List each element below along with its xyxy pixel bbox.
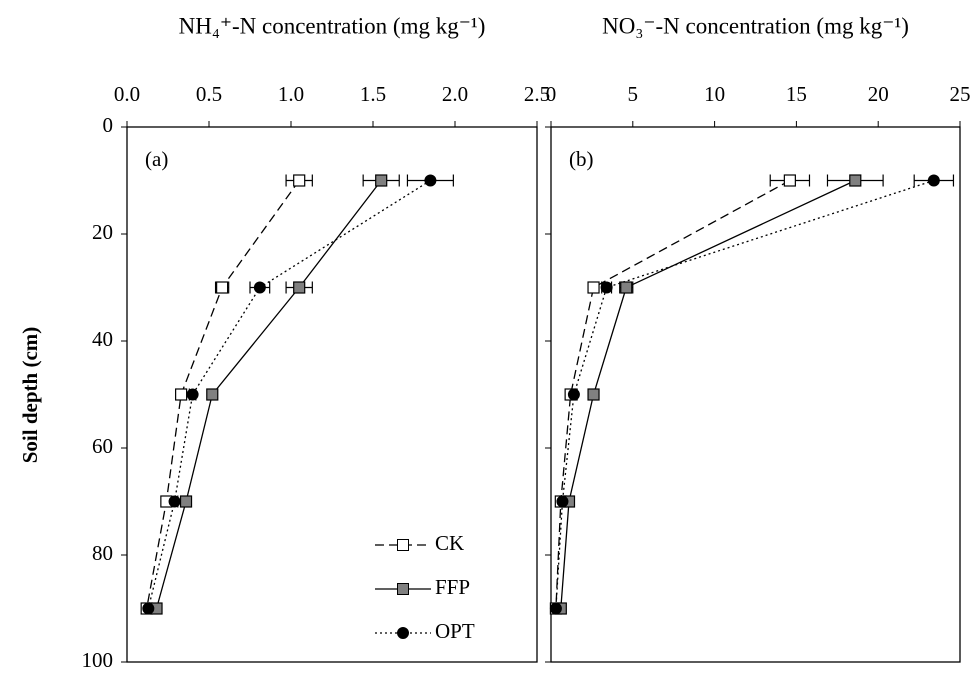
y-tick-label: 20 bbox=[92, 220, 113, 244]
x-tick-label: 1.5 bbox=[360, 82, 386, 106]
marker bbox=[186, 388, 199, 401]
y-tick-label: 40 bbox=[92, 327, 113, 351]
x-tick-label: 5 bbox=[628, 82, 639, 106]
series-line bbox=[555, 179, 791, 609]
x-tick-label: 2.0 bbox=[442, 82, 468, 106]
x-tick-label: 20 bbox=[868, 82, 889, 106]
y-tick-label: 60 bbox=[92, 434, 113, 458]
marker bbox=[175, 388, 188, 401]
legend-marker bbox=[397, 583, 409, 595]
marker bbox=[849, 174, 862, 187]
marker bbox=[293, 281, 306, 294]
x-tick-label: 0 bbox=[546, 82, 557, 106]
y-axis-label: Soil depth (cm) bbox=[18, 327, 42, 464]
marker bbox=[253, 281, 266, 294]
panel-label: (a) bbox=[145, 147, 168, 171]
x-tick-label: 15 bbox=[786, 82, 807, 106]
marker bbox=[556, 495, 569, 508]
series-line bbox=[555, 179, 935, 609]
marker bbox=[587, 281, 600, 294]
series-line bbox=[560, 179, 856, 609]
marker bbox=[424, 174, 437, 187]
legend-marker bbox=[397, 627, 409, 639]
marker bbox=[600, 281, 613, 294]
x-tick-label: 2.5 bbox=[524, 82, 550, 106]
legend-label: FFP bbox=[435, 575, 470, 599]
series-line bbox=[146, 180, 300, 609]
marker bbox=[375, 174, 388, 187]
x-tick-label: 0.5 bbox=[196, 82, 222, 106]
marker bbox=[567, 388, 580, 401]
marker bbox=[179, 495, 193, 508]
panel-label: (b) bbox=[569, 147, 594, 171]
marker bbox=[216, 281, 229, 294]
chart-title: NH₄⁺-N concentration (mg kg⁻¹) bbox=[179, 13, 486, 38]
marker bbox=[927, 174, 940, 187]
y-tick-label: 100 bbox=[82, 648, 114, 672]
marker bbox=[168, 495, 181, 508]
marker bbox=[620, 281, 633, 294]
marker bbox=[587, 388, 600, 401]
legend-marker bbox=[397, 539, 409, 551]
marker bbox=[206, 388, 219, 401]
legend-label: CK bbox=[435, 531, 464, 555]
x-tick-label: 10 bbox=[704, 82, 725, 106]
x-tick-label: 0.0 bbox=[114, 82, 140, 106]
plot-frame bbox=[126, 126, 538, 663]
marker bbox=[293, 174, 306, 187]
x-tick-label: 1.0 bbox=[278, 82, 304, 106]
marker bbox=[142, 602, 155, 615]
chart-title: NO₃⁻-N concentration (mg kg⁻¹) bbox=[602, 13, 909, 38]
legend-label: OPT bbox=[435, 619, 475, 643]
y-tick-label: 0 bbox=[103, 113, 114, 137]
y-tick-label: 80 bbox=[92, 541, 113, 565]
plot-frame bbox=[550, 126, 961, 663]
marker bbox=[549, 602, 562, 615]
x-tick-label: 25 bbox=[950, 82, 970, 106]
marker bbox=[783, 174, 796, 187]
